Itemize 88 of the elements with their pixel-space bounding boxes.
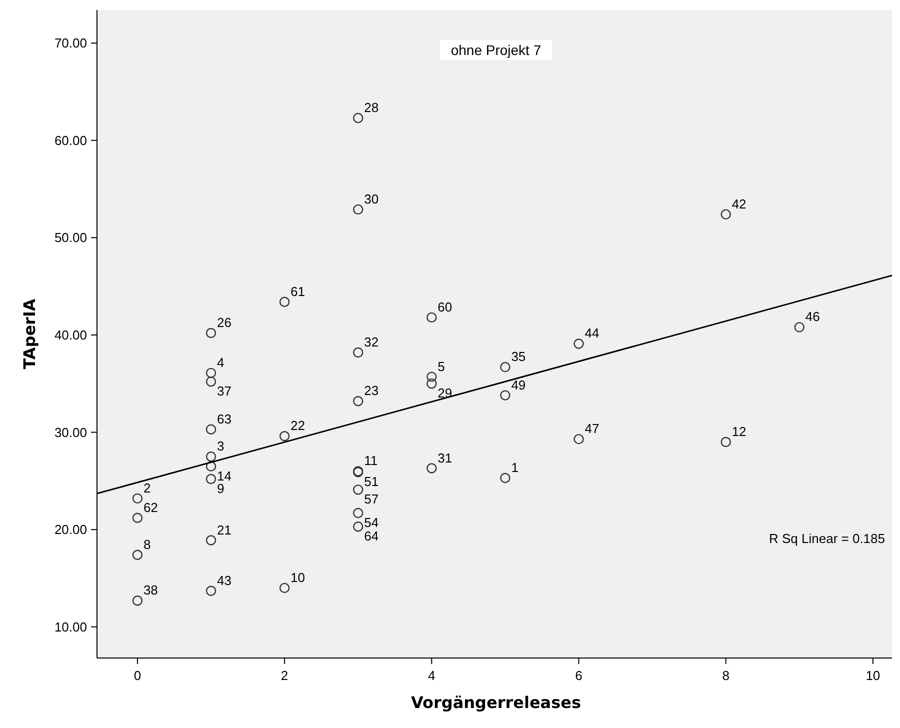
annotation: 64 — [364, 528, 379, 544]
annotation: 60 — [438, 299, 452, 314]
point — [206, 451, 216, 462]
annotation: 28 — [364, 100, 379, 115]
point — [500, 472, 510, 484]
x-tick-label: 4 — [428, 668, 436, 683]
annotation: 38 — [143, 582, 158, 598]
x-tick-label: 6 — [575, 668, 582, 683]
text: ohne Projekt 7 — [450, 42, 542, 58]
annotation: 3 — [217, 438, 224, 454]
y-tick-label: 60.00 — [54, 132, 87, 148]
annotation: 51 — [364, 474, 379, 490]
annotation: 23 — [364, 383, 379, 398]
point — [352, 347, 364, 358]
annotation: 47 — [584, 421, 600, 436]
annotation: 11 — [364, 453, 378, 468]
x-tick-label: 10 — [866, 668, 880, 683]
point — [206, 368, 216, 378]
point — [352, 112, 364, 124]
point — [794, 322, 804, 332]
point — [352, 522, 364, 532]
point — [500, 362, 510, 372]
point — [206, 376, 216, 387]
point — [279, 296, 290, 307]
point — [132, 550, 143, 560]
point — [720, 209, 731, 220]
y-tick-label: 40.00 — [54, 327, 87, 342]
annotation: 37 — [217, 384, 232, 399]
point — [279, 431, 290, 442]
point — [720, 436, 731, 448]
point — [352, 396, 364, 406]
annotation: 57 — [364, 492, 379, 507]
y-tick-label: 50.00 — [54, 230, 87, 246]
annotation: 14 — [217, 468, 232, 484]
annotation: 12 — [732, 424, 746, 439]
annotation: 43 — [217, 572, 232, 588]
point — [426, 463, 437, 474]
annotation: 32 — [364, 334, 379, 350]
annotation: R Sq Linear = 0.185 — [769, 531, 885, 546]
annotation: 26 — [217, 315, 232, 330]
point — [426, 378, 437, 389]
annotation: 63 — [217, 411, 232, 426]
point — [206, 424, 216, 434]
point — [574, 338, 584, 349]
point — [206, 474, 216, 484]
x-axis-title: Vorgängerreleases — [411, 693, 581, 712]
point — [132, 595, 143, 606]
point — [206, 535, 216, 546]
point — [206, 461, 216, 472]
point — [132, 493, 143, 504]
annotation: 49 — [511, 377, 526, 392]
point — [206, 328, 216, 338]
point — [206, 586, 216, 596]
annotation: 46 — [805, 309, 820, 324]
y-tick-label: 10.00 — [54, 619, 87, 634]
point — [426, 312, 437, 323]
point — [574, 434, 584, 444]
point — [279, 582, 290, 594]
point — [352, 508, 364, 518]
annotation: 44 — [584, 326, 600, 341]
annotation: 61 — [290, 284, 306, 299]
y-tick-label: 70.00 — [54, 36, 87, 51]
annotation: 21 — [217, 522, 232, 538]
annotation: 10 — [290, 570, 306, 585]
point — [426, 372, 437, 382]
y-axis-title: TAperIA — [20, 298, 39, 370]
annotation: 9 — [217, 480, 224, 496]
y-tick-label: 20.00 — [54, 522, 87, 538]
annotation: 8 — [143, 536, 151, 552]
annotation: 35 — [511, 349, 526, 364]
annotation: 2 — [143, 480, 151, 496]
x-tick-label: 8 — [722, 668, 730, 683]
annotation: 54 — [364, 515, 379, 530]
annotation: 4 — [217, 354, 224, 370]
point — [500, 390, 510, 400]
point — [352, 204, 364, 215]
annotation: 5 — [438, 358, 445, 374]
annotation: 1 — [511, 460, 518, 475]
annotation: 31 — [438, 450, 452, 466]
y-tick-label: 30.00 — [54, 424, 87, 440]
annotation: 30 — [364, 191, 379, 206]
annotation: 62 — [143, 500, 158, 515]
annotation: 22 — [290, 418, 306, 434]
point — [352, 484, 364, 495]
x-tick-label: 2 — [280, 668, 288, 683]
annotation: 42 — [732, 196, 746, 212]
point — [132, 512, 143, 523]
x-tick-label: 0 — [134, 668, 142, 683]
